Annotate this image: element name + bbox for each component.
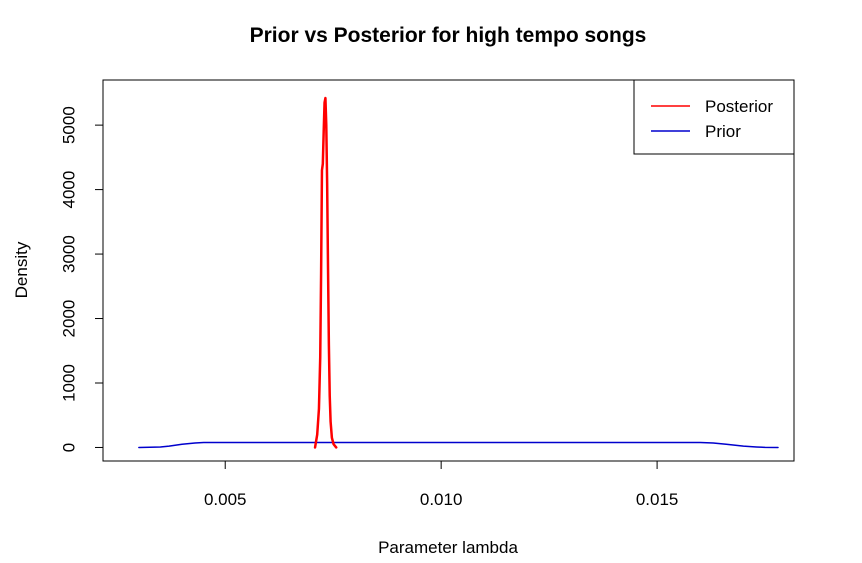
x-tick-label: 0.015 (636, 490, 679, 509)
series-line-prior (138, 441, 779, 449)
series-layer (138, 96, 779, 449)
x-tick-label: 0.005 (204, 490, 247, 509)
legend-box (633, 79, 795, 155)
legend-label-prior: Prior (705, 122, 741, 141)
series-line-posterior (313, 96, 338, 449)
x-tick-label: 0.010 (420, 490, 463, 509)
x-axis-label: Parameter lambda (378, 538, 518, 557)
x-axis: 0.005 0.010 0.015 (204, 460, 679, 509)
y-tick-label: 3000 (59, 235, 78, 273)
y-tick-label: 2000 (59, 300, 78, 338)
y-axis-label: Density (12, 241, 31, 298)
y-axis: 0 1000 2000 3000 4000 5000 (59, 106, 104, 452)
chart-title: Prior vs Posterior for high tempo songs (250, 24, 647, 47)
y-tick-label: 0 (59, 443, 78, 452)
y-tick-label: 4000 (59, 171, 78, 209)
legend-label-posterior: Posterior (705, 97, 773, 116)
y-tick-label: 1000 (59, 364, 78, 402)
legend: Posterior Prior (633, 79, 795, 155)
y-tick-label: 5000 (59, 106, 78, 144)
